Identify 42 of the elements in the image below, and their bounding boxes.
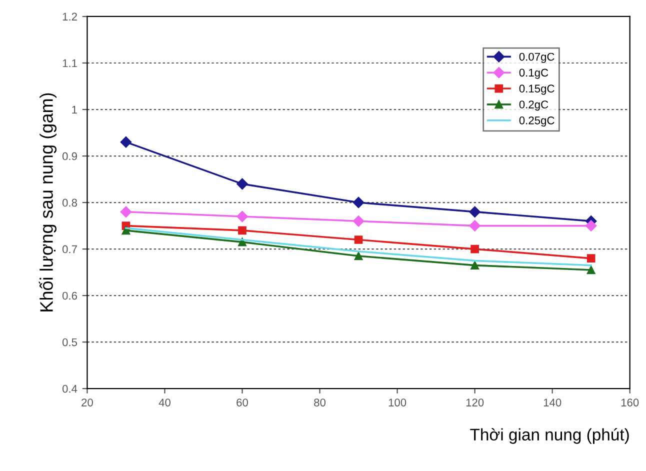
- y-tick-label: 0.6: [62, 292, 77, 300]
- point: [122, 226, 130, 235]
- point: [236, 210, 248, 222]
- y-tick-label: 0.4: [62, 384, 78, 393]
- point: [586, 254, 596, 263]
- x-tick-label: 40: [158, 398, 170, 406]
- point: [585, 220, 597, 232]
- y-tick-label: 1.1: [62, 59, 77, 68]
- legend-label: 0.15gC: [519, 84, 554, 95]
- point: [236, 178, 248, 190]
- point: [470, 261, 479, 270]
- point: [238, 226, 246, 235]
- y-tick-label: 1: [72, 106, 77, 114]
- legend-label: 0.1gC: [519, 68, 548, 79]
- point: [470, 244, 479, 254]
- y-tick-label: 0.9: [62, 152, 77, 160]
- point: [120, 206, 132, 218]
- legend-label: 0.25gC: [519, 116, 554, 127]
- point: [354, 252, 363, 260]
- y-axis-title: Khối lượng sau nung (gam): [38, 93, 56, 312]
- legend-label: 0.2gC: [519, 100, 548, 111]
- x-tick-label: 60: [236, 398, 248, 406]
- point: [354, 236, 363, 244]
- x-tick-label: 160: [621, 398, 639, 406]
- x-tick-label: 120: [466, 398, 484, 406]
- y-tick-label: 1.2: [62, 12, 77, 21]
- x-axis-title: Thời gian nung (phút): [470, 428, 629, 444]
- legend-label: 0.07gC: [519, 52, 554, 63]
- x-tick-label: 100: [388, 398, 406, 406]
- point: [238, 238, 246, 246]
- point: [469, 206, 480, 218]
- y-tick-label: 0.5: [62, 338, 78, 346]
- point: [120, 136, 132, 148]
- x-tick-label: 80: [314, 398, 326, 406]
- point: [469, 220, 480, 232]
- x-tick-label: 20: [82, 398, 93, 406]
- x-tick-label: 140: [544, 398, 562, 406]
- y-tick-label: 0.7: [62, 245, 77, 254]
- y-tick-label: 0.8: [62, 198, 78, 207]
- point: [352, 196, 364, 208]
- point: [586, 266, 596, 274]
- point: [352, 216, 364, 227]
